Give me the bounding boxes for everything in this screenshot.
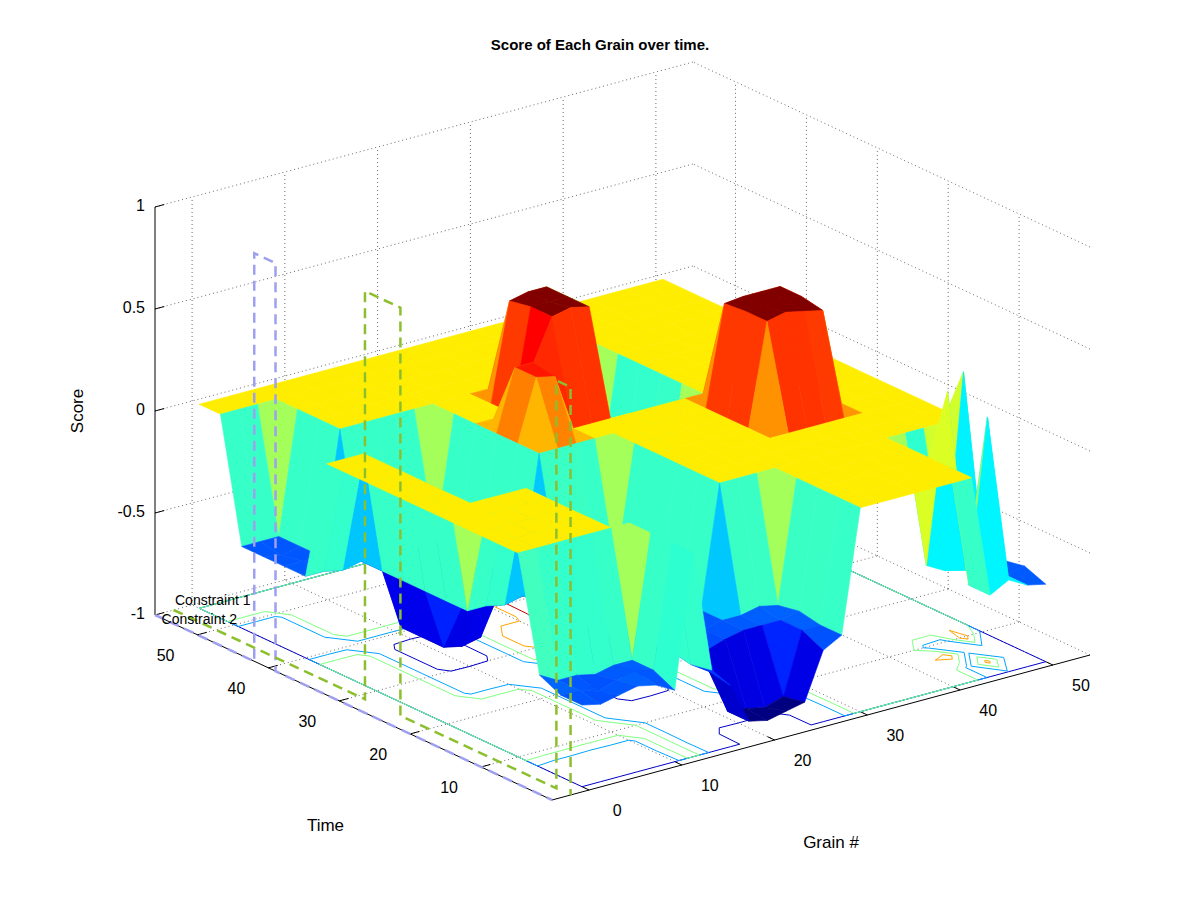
axes bbox=[155, 205, 1090, 801]
x-tick-label: 40 bbox=[979, 702, 997, 719]
x-tick-label: 30 bbox=[886, 727, 904, 744]
constraint-line bbox=[155, 253, 552, 800]
tick-mark bbox=[860, 712, 867, 715]
x-tick-label: 50 bbox=[1072, 677, 1090, 694]
chart-title: Score of Each Grain over time. bbox=[491, 36, 709, 53]
grid-line bbox=[1019, 214, 1020, 622]
constraints bbox=[155, 253, 571, 800]
chart-container: -1 -0.5 0 0.5 1 10 20 30 40 50 0 10 20 30 40 50 Time Grai… bbox=[0, 0, 1201, 900]
y-tick-label: 50 bbox=[157, 647, 175, 664]
surface-patch bbox=[749, 321, 789, 438]
y-tick-label: 10 bbox=[440, 779, 458, 796]
surface-patch bbox=[709, 672, 749, 722]
surface-patch bbox=[1006, 566, 1046, 585]
tick-mark bbox=[155, 205, 164, 208]
constraint-line bbox=[174, 291, 571, 795]
tick-mark bbox=[155, 307, 164, 310]
z-tick-label: 0 bbox=[136, 401, 145, 418]
background bbox=[0, 0, 1201, 900]
surface-patch bbox=[783, 630, 823, 702]
plot-area bbox=[155, 253, 1046, 800]
x-tick-label: 10 bbox=[701, 777, 719, 794]
tick-mark bbox=[1046, 662, 1053, 665]
surface-patch bbox=[950, 468, 990, 595]
z-tick-label: 1 bbox=[136, 197, 145, 214]
tick-mark bbox=[768, 737, 775, 740]
surface-patch bbox=[518, 377, 558, 453]
x-tick-label: 0 bbox=[613, 802, 622, 819]
tick-mark bbox=[410, 731, 419, 734]
surface-patch bbox=[820, 498, 860, 635]
grid-line bbox=[693, 266, 1090, 451]
grid-line bbox=[155, 62, 693, 207]
tick-mark bbox=[582, 787, 589, 790]
texts: -1 -0.5 0 0.5 1 10 20 30 40 50 0 10 20 30 40 50 Time Grai… bbox=[68, 36, 1090, 852]
tick-mark bbox=[155, 511, 164, 514]
surface-patch bbox=[654, 543, 694, 691]
tick-mark bbox=[953, 687, 960, 690]
surface-patch bbox=[518, 548, 558, 680]
z-axis-title: Score bbox=[68, 389, 87, 433]
grid-line bbox=[693, 470, 1090, 655]
chart-svg: -1 -0.5 0 0.5 1 10 20 30 40 50 0 10 20 30 40 50 Time Grai… bbox=[0, 0, 1201, 900]
x-axis-title: Grain # bbox=[803, 833, 859, 852]
grid-line bbox=[693, 62, 1090, 247]
y-axis-title: Time bbox=[307, 816, 344, 835]
constraint-label: Constraint 1 bbox=[175, 592, 251, 608]
tick-mark bbox=[155, 409, 164, 412]
constraint-label: Constraint 2 bbox=[162, 611, 238, 627]
grid-line bbox=[192, 197, 193, 605]
surface bbox=[199, 279, 1046, 721]
y-tick-label: 40 bbox=[228, 680, 246, 697]
surface-patch bbox=[306, 459, 346, 576]
x-axis-line bbox=[552, 655, 1090, 800]
x-tick-label: 20 bbox=[794, 752, 812, 769]
tick-mark bbox=[339, 698, 348, 701]
surface-patch bbox=[701, 483, 741, 620]
surface-patch bbox=[561, 690, 601, 705]
z-tick-label: 0.5 bbox=[123, 299, 145, 316]
grid-line bbox=[155, 164, 693, 309]
z-tick-label: -0.5 bbox=[117, 503, 145, 520]
y-tick-label: 30 bbox=[298, 713, 316, 730]
y-tick-label: 20 bbox=[369, 746, 387, 763]
z-tick-label: -1 bbox=[131, 605, 145, 622]
tick-mark bbox=[675, 762, 682, 765]
